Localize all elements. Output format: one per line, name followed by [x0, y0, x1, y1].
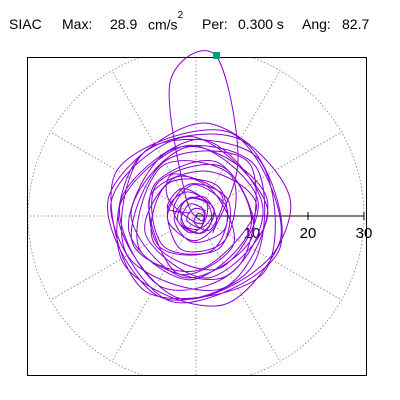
max-unit: cm/s2	[148, 10, 183, 33]
radial-tick-label: 20	[300, 225, 317, 242]
radial-tick-label: 30	[356, 225, 373, 242]
max-unit-base: cm/s	[148, 16, 178, 33]
max-value: 28.9	[110, 16, 138, 32]
grid-spoke	[195, 215, 342, 301]
ang-label: Ang:	[302, 16, 331, 32]
ang-value: 82.7	[342, 16, 370, 32]
motion-trace	[107, 50, 292, 307]
max-label: Max:	[62, 16, 93, 32]
chart-header: SIAC Max: 28.9 cm/s2 Per: 0.300 s Ang: 8…	[0, 8, 400, 38]
per-label: Per:	[202, 16, 228, 32]
station-code: SIAC	[9, 16, 42, 32]
plot-frame	[27, 57, 367, 376]
grid-spoke	[195, 70, 281, 217]
per-value: 0.300 s	[238, 16, 284, 32]
max-marker	[213, 51, 221, 59]
max-marker-group	[213, 51, 221, 59]
max-unit-exponent: 2	[177, 10, 184, 21]
grid-spoke	[195, 131, 342, 217]
trace-path	[107, 50, 292, 307]
